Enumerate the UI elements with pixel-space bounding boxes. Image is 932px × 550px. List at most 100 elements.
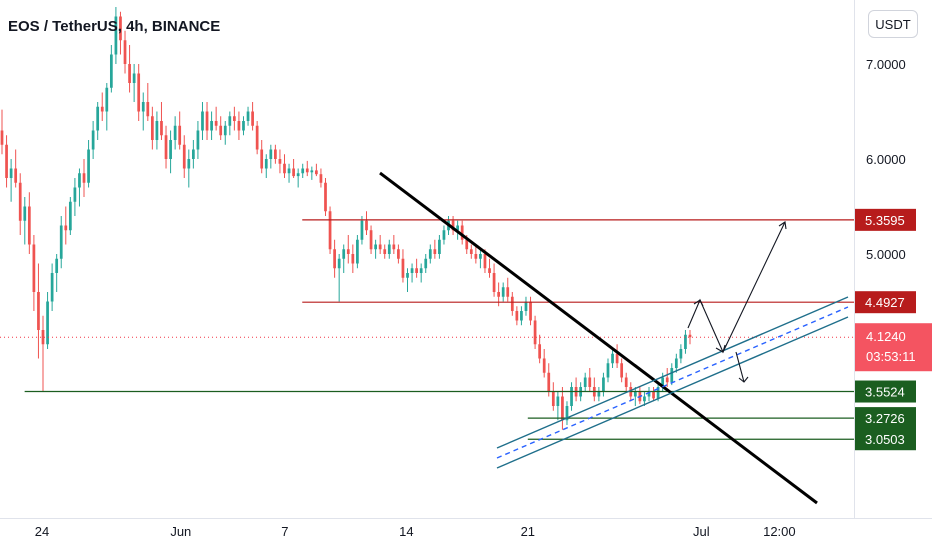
support-price-label: 3.5524	[865, 385, 905, 400]
candle-body	[50, 273, 54, 302]
candle-body	[96, 106, 100, 131]
time-tick-label: 24	[35, 524, 49, 539]
candle-body	[315, 170, 318, 175]
candle-body	[278, 159, 282, 164]
currency-button[interactable]: USDT	[868, 10, 918, 38]
candle-body	[565, 406, 569, 421]
candle-body	[260, 149, 264, 169]
candle-body	[0, 130, 4, 145]
candle-body	[27, 206, 31, 245]
channel-upper-line	[496, 296, 849, 449]
candle-body	[14, 168, 18, 183]
candle-body	[415, 268, 418, 273]
candle-body	[283, 163, 286, 174]
arrow-head-dip	[715, 344, 726, 353]
candle-body	[223, 125, 227, 136]
candle-body	[173, 125, 177, 140]
candle-body	[205, 111, 209, 131]
candle-body	[406, 273, 409, 278]
candle-body	[87, 149, 90, 183]
candle-body	[529, 301, 532, 321]
candle-body	[346, 249, 350, 254]
resistance-price-badge	[854, 291, 916, 314]
candle-body	[602, 377, 605, 392]
candle-body	[160, 121, 163, 136]
candle-body	[137, 73, 141, 112]
candle-body	[401, 258, 405, 278]
time-tick-label: Jul	[693, 524, 710, 539]
candle-body	[91, 130, 95, 150]
candle-body	[538, 344, 542, 359]
candle-body	[46, 301, 49, 345]
candle-body	[100, 106, 104, 112]
candle-body	[652, 391, 655, 399]
current-price-label: 4.1240	[866, 329, 906, 344]
candle-body	[296, 173, 300, 177]
candle-body	[515, 311, 519, 321]
axis-layer: 7.0000 6.0000 5.0000 5.3595 4.4927 4.1240 03:5…	[35, 57, 932, 539]
candle-body	[588, 377, 592, 387]
candle-body	[547, 372, 551, 392]
candle-body	[533, 320, 537, 345]
resistance-price-label: 5.3595	[865, 213, 905, 228]
candle-body	[469, 249, 473, 254]
candle-body	[684, 334, 687, 349]
candle-body	[542, 358, 546, 373]
candle-body	[233, 116, 236, 121]
candle-body	[73, 187, 77, 202]
candle-body	[23, 206, 27, 221]
candle-body	[397, 249, 400, 259]
candle-body	[356, 239, 359, 264]
candle-body	[474, 254, 478, 259]
candle-body	[264, 159, 268, 169]
candle-body	[237, 121, 241, 131]
candle-body	[178, 125, 182, 145]
candle-body	[246, 111, 250, 121]
candle-body	[82, 173, 86, 183]
candle-body	[337, 258, 341, 269]
annotations-layer	[0, 171, 854, 505]
candle-body	[219, 125, 223, 136]
candle-body	[583, 377, 587, 387]
candle-body	[68, 201, 72, 231]
candle-body	[369, 230, 373, 250]
candle-body	[155, 121, 159, 140]
price-tick-label: 6.0000	[866, 152, 906, 167]
candle-body	[611, 353, 614, 364]
candle-body	[365, 220, 368, 231]
candle-body	[251, 111, 254, 126]
candle-body	[328, 211, 332, 250]
candle-body	[164, 135, 168, 159]
candle-body	[497, 292, 501, 297]
channel-mid-line	[496, 306, 849, 459]
candle-body	[492, 273, 496, 292]
candle-body	[119, 16, 122, 41]
candle-body	[488, 268, 491, 273]
candle-body	[451, 220, 455, 231]
candle-body	[123, 40, 127, 64]
resistance-price-badge	[854, 208, 916, 231]
candle-body	[242, 121, 245, 131]
candle-body	[428, 249, 432, 259]
candle-body	[59, 225, 63, 259]
candle-body	[105, 87, 109, 112]
candle-body	[9, 168, 13, 178]
candle-body	[150, 116, 154, 140]
candle-body	[661, 377, 665, 387]
candle-body	[392, 244, 396, 250]
candle-body	[228, 116, 232, 126]
candle-body	[479, 254, 482, 259]
candle-body	[679, 349, 683, 359]
price-axis-separator	[854, 0, 855, 518]
support-price-label: 3.2726	[865, 411, 905, 426]
candle-body	[109, 54, 113, 88]
candle-body	[324, 182, 327, 212]
candle-body	[410, 268, 414, 273]
candle-body	[292, 168, 295, 177]
candle-body	[114, 16, 118, 55]
candle-body	[570, 387, 573, 406]
candle-body	[433, 249, 437, 254]
time-tick-label: 7	[281, 524, 288, 539]
current-price-badge	[854, 323, 932, 372]
